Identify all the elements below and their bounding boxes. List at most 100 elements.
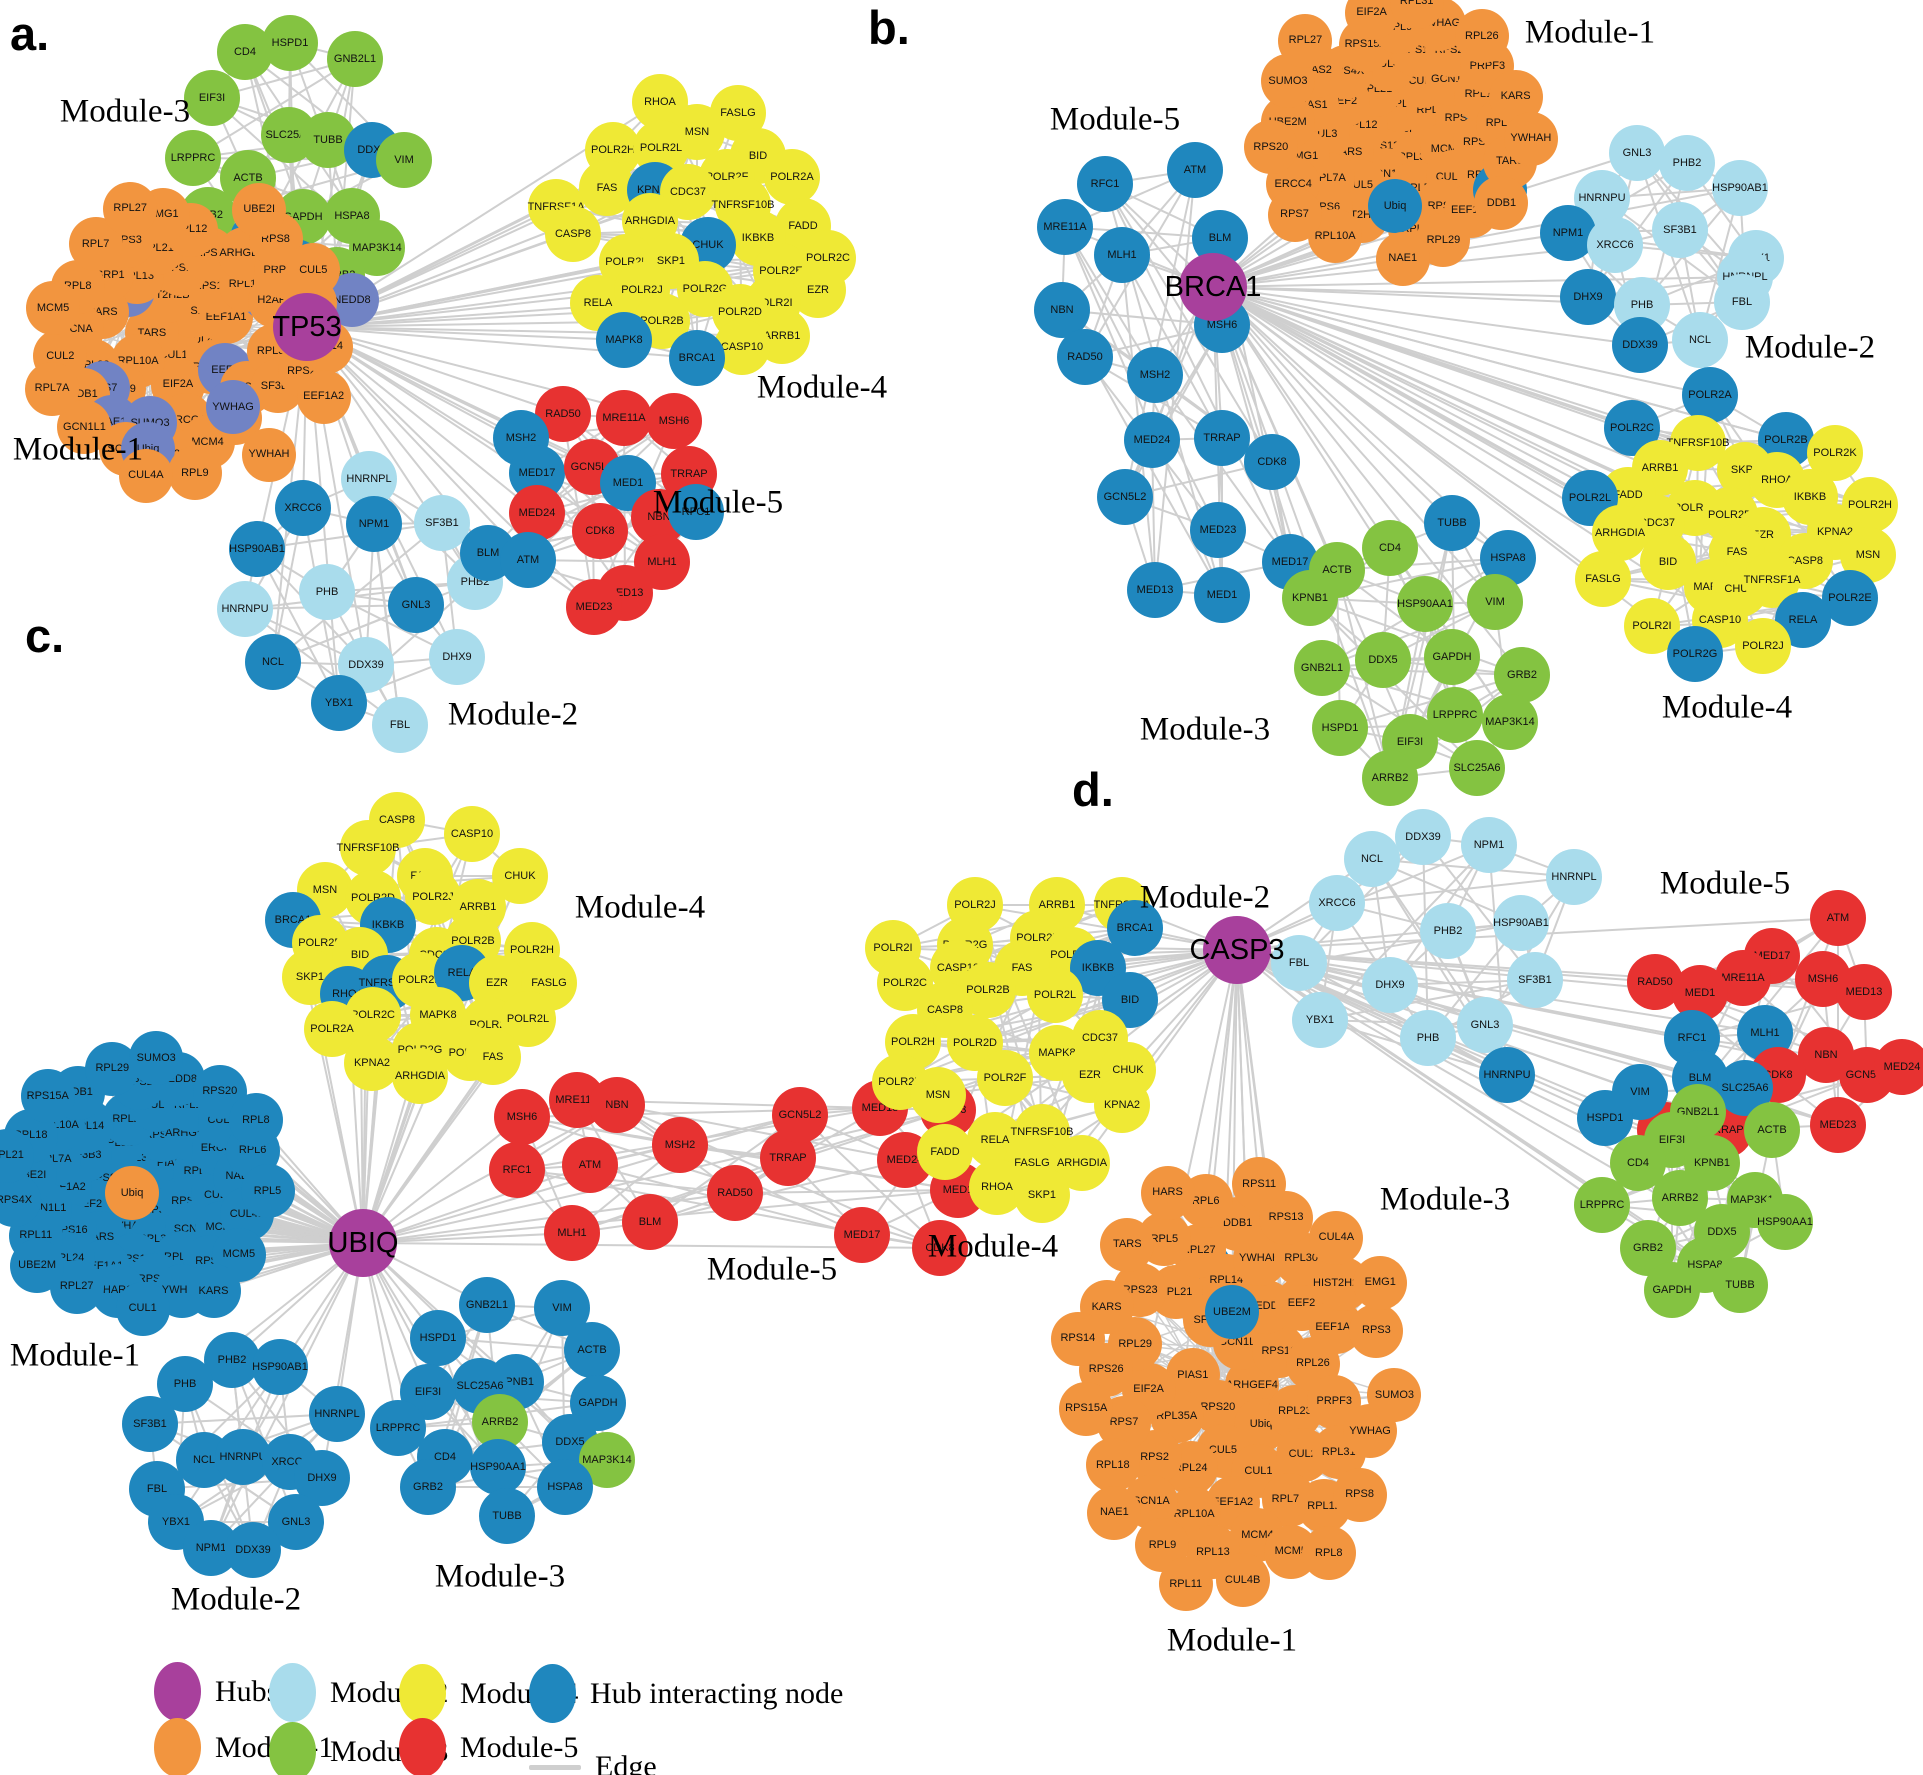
node-Ubiq[interactable]: Ubiq bbox=[1368, 179, 1422, 233]
node-TARS[interactable]: TARS bbox=[1100, 1217, 1155, 1272]
node-HNRNPL[interactable]: HNRNPL bbox=[1546, 849, 1602, 905]
node-DDX39[interactable]: DDX39 bbox=[225, 1522, 281, 1578]
node-PHB2[interactable]: PHB2 bbox=[204, 1332, 260, 1388]
node-RPS7[interactable]: RPS7 bbox=[1267, 187, 1322, 242]
node-RPL5[interactable]: RPL5 bbox=[240, 1164, 295, 1219]
node-HSP90AA1[interactable]: HSP90AA1 bbox=[1757, 1194, 1813, 1250]
node-MED24[interactable]: MED24 bbox=[509, 485, 565, 541]
node-VIM[interactable]: VIM bbox=[376, 132, 432, 188]
node-GNB2L1[interactable]: GNB2L1 bbox=[1294, 640, 1350, 696]
node-GNL3[interactable]: GNL3 bbox=[1457, 997, 1513, 1053]
node-SUMO3[interactable]: SUMO3 bbox=[129, 1031, 184, 1086]
node-EIF3I[interactable]: EIF3I bbox=[184, 70, 240, 126]
node-MED23[interactable]: MED23 bbox=[1810, 1097, 1866, 1153]
node-ATM[interactable]: ATM bbox=[1810, 890, 1866, 946]
node-RPS20[interactable]: RPS20 bbox=[1243, 120, 1298, 175]
node-CDK8[interactable]: CDK8 bbox=[572, 503, 628, 559]
node-TUBB[interactable]: TUBB bbox=[1424, 495, 1480, 551]
node-HSP90AB1[interactable]: HSP90AB1 bbox=[1712, 160, 1768, 216]
node-MED17[interactable]: MED17 bbox=[834, 1207, 890, 1263]
node-RFC1[interactable]: RFC1 bbox=[668, 484, 724, 540]
node-BID[interactable]: BID bbox=[1102, 972, 1158, 1028]
node-CUL4A[interactable]: CUL4A bbox=[118, 448, 173, 503]
node-RPS20[interactable]: RPS20 bbox=[192, 1064, 247, 1119]
node-HNRNPL[interactable]: HNRNPL bbox=[309, 1386, 365, 1442]
node-GNL3[interactable]: GNL3 bbox=[268, 1494, 324, 1550]
node-HNRNPU[interactable]: HNRNPU bbox=[215, 1429, 271, 1485]
node-NAE1[interactable]: NAE1 bbox=[1087, 1485, 1142, 1540]
node-ACTB[interactable]: ACTB bbox=[564, 1322, 620, 1378]
node-MAPK8[interactable]: MAPK8 bbox=[596, 312, 652, 368]
node-CASP3[interactable]: CASP3 bbox=[1189, 916, 1285, 984]
node-BRCA1[interactable]: BRCA1 bbox=[1165, 253, 1261, 321]
node-VIM[interactable]: VIM bbox=[534, 1280, 590, 1336]
node-CASP10[interactable]: CASP10 bbox=[444, 806, 500, 862]
node-FBL[interactable]: FBL bbox=[372, 697, 428, 753]
node-DDX5[interactable]: DDX5 bbox=[1355, 632, 1411, 688]
node-RPL26[interactable]: RPL26 bbox=[1454, 9, 1509, 64]
node-ATM[interactable]: ATM bbox=[1167, 142, 1223, 198]
node-MED23[interactable]: MED23 bbox=[1190, 502, 1246, 558]
node-NBN[interactable]: NBN bbox=[589, 1077, 645, 1133]
node-XRCC6[interactable]: XRCC6 bbox=[1309, 875, 1365, 931]
node-MAP3K14[interactable]: MAP3K14 bbox=[1482, 694, 1538, 750]
node-ATM[interactable]: ATM bbox=[500, 532, 556, 588]
node-FASLG[interactable]: FASLG bbox=[1575, 551, 1631, 607]
node-CASP8[interactable]: CASP8 bbox=[545, 206, 601, 262]
node-KARS[interactable]: KARS bbox=[186, 1264, 241, 1319]
node-RPL27[interactable]: RPL27 bbox=[103, 181, 158, 236]
node-CDK8[interactable]: CDK8 bbox=[912, 1220, 968, 1276]
node-DHX9[interactable]: DHX9 bbox=[1362, 957, 1418, 1013]
node-BLM[interactable]: BLM bbox=[622, 1194, 678, 1250]
node-PHB[interactable]: PHB bbox=[1400, 1010, 1456, 1066]
node-UBE2M[interactable]: UBE2M bbox=[10, 1238, 65, 1293]
node-RPL11[interactable]: RPL11 bbox=[1158, 1557, 1213, 1612]
node-HSP90AA1[interactable]: HSP90AA1 bbox=[1397, 576, 1453, 632]
node-RFC1[interactable]: RFC1 bbox=[489, 1142, 545, 1198]
node-SF3B1[interactable]: SF3B1 bbox=[1652, 202, 1708, 258]
node-CUL4A[interactable]: CUL4A bbox=[1309, 1210, 1364, 1265]
node-XRCC6[interactable]: XRCC6 bbox=[1587, 217, 1643, 273]
node-TRRAP[interactable]: TRRAP bbox=[1194, 410, 1250, 466]
node-MED24[interactable]: MED24 bbox=[1874, 1039, 1923, 1095]
node-VIM[interactable]: VIM bbox=[1467, 574, 1523, 630]
node-GCN5L2[interactable]: GCN5L2 bbox=[1097, 469, 1153, 525]
node-HSPA8[interactable]: HSPA8 bbox=[537, 1459, 593, 1515]
node-MSH2[interactable]: MSH2 bbox=[652, 1117, 708, 1173]
node-KPNA2[interactable]: KPNA2 bbox=[1094, 1077, 1150, 1133]
node-POLR2E[interactable]: POLR2E bbox=[1822, 570, 1878, 626]
node-Ubiq[interactable]: Ubiq bbox=[105, 1166, 159, 1220]
node-GNB2L1[interactable]: GNB2L1 bbox=[327, 31, 383, 87]
node-POLR2J[interactable]: POLR2J bbox=[1735, 618, 1791, 674]
node-MSH6[interactable]: MSH6 bbox=[646, 393, 702, 449]
node-NBN[interactable]: NBN bbox=[1034, 282, 1090, 338]
node-RPS14[interactable]: RPS14 bbox=[1050, 1311, 1105, 1366]
node-CDK8[interactable]: CDK8 bbox=[1244, 434, 1300, 490]
node-SKP1[interactable]: SKP1 bbox=[1014, 1167, 1070, 1223]
node-HNRNPU[interactable]: HNRNPU bbox=[1479, 1047, 1535, 1103]
node-PHB[interactable]: PHB bbox=[299, 564, 355, 620]
node-RPL27[interactable]: RPL27 bbox=[1278, 13, 1333, 68]
node-KPNB1[interactable]: KPNB1 bbox=[1282, 570, 1338, 626]
node-HSPD1[interactable]: HSPD1 bbox=[410, 1310, 466, 1366]
node-POLR2G[interactable]: POLR2G bbox=[1667, 626, 1723, 682]
node-TNFRSF10B[interactable]: TNFRSF10B bbox=[337, 820, 399, 876]
node-HSPD1[interactable]: HSPD1 bbox=[1312, 700, 1368, 756]
node-RPS15A[interactable]: RPS15A bbox=[1059, 1381, 1114, 1436]
node-HNRNPU[interactable]: HNRNPU bbox=[217, 581, 273, 637]
node-TUBB[interactable]: TUBB bbox=[1712, 1257, 1768, 1313]
node-NPM1[interactable]: NPM1 bbox=[346, 496, 402, 552]
node-GCN5L2[interactable]: GCN5L2 bbox=[772, 1087, 828, 1143]
node-POLR2L[interactable]: POLR2L bbox=[1027, 967, 1083, 1023]
node-YBX1[interactable]: YBX1 bbox=[1292, 992, 1348, 1048]
node-PHB2[interactable]: PHB2 bbox=[1420, 903, 1476, 959]
node-NCL[interactable]: NCL bbox=[1672, 312, 1728, 368]
node-MED1[interactable]: MED1 bbox=[1194, 567, 1250, 623]
node-RFC1[interactable]: RFC1 bbox=[1077, 156, 1133, 212]
node-GRB2[interactable]: GRB2 bbox=[400, 1459, 456, 1515]
node-POLR2F[interactable]: POLR2F bbox=[977, 1050, 1033, 1106]
node-RPS11[interactable]: RPS11 bbox=[1232, 1157, 1287, 1212]
node-HSP90AB1[interactable]: HSP90AB1 bbox=[1493, 895, 1549, 951]
node-HSPD1[interactable]: HSPD1 bbox=[1577, 1090, 1633, 1146]
node-HSP90AB1[interactable]: HSP90AB1 bbox=[229, 521, 285, 577]
